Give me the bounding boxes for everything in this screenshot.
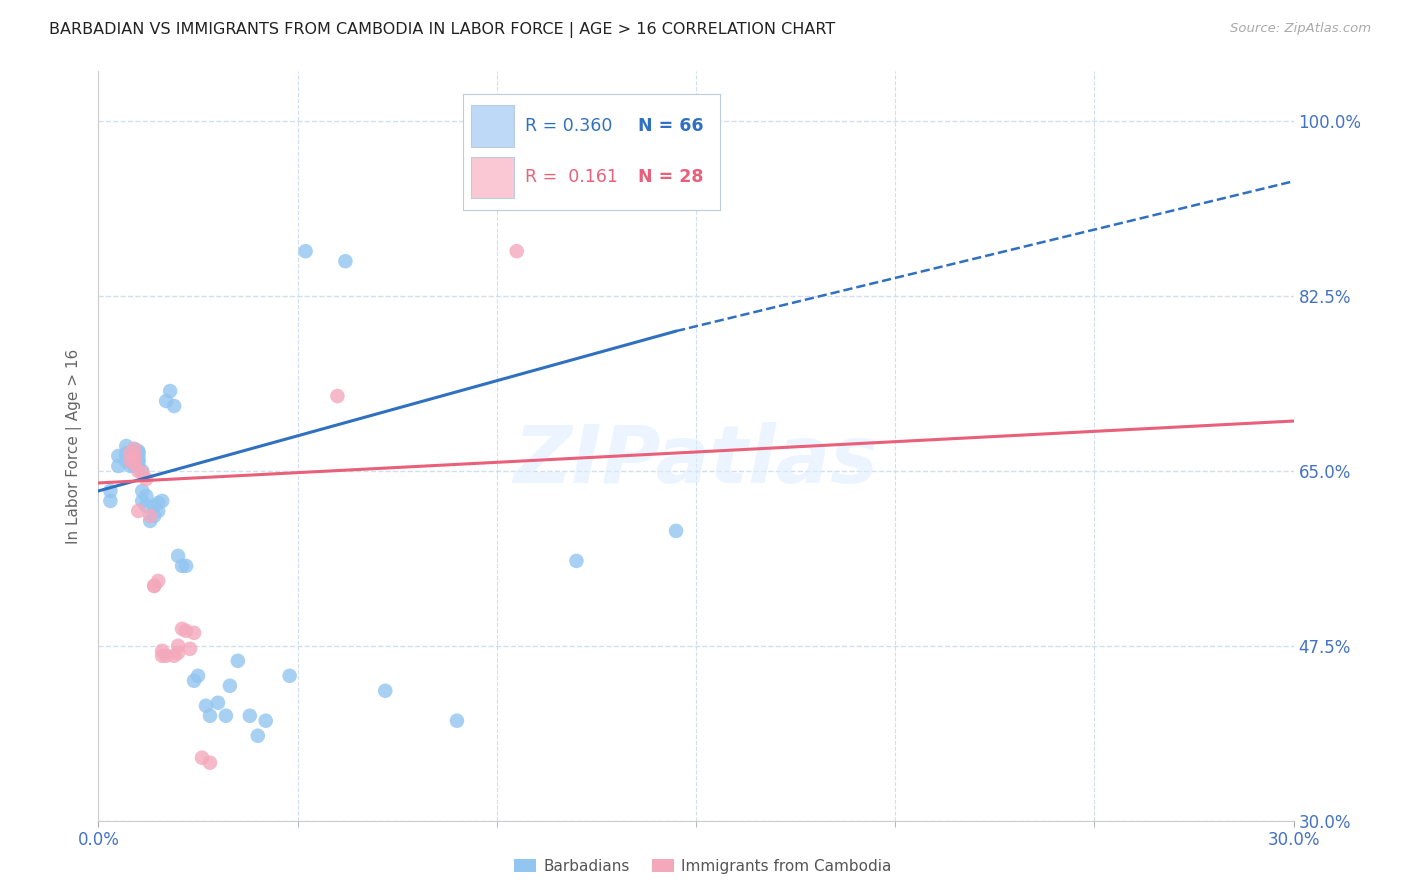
Point (107, 449, 129, 463)
Point (246, 729, 269, 743)
Point (124, 449, 146, 463)
Point (148, 574, 170, 588)
Point (124, 442, 146, 456)
Point (127, 458, 149, 473)
Point (163, 648, 186, 663)
Point (120, 454, 142, 468)
Point (120, 449, 142, 463)
Point (159, 384, 181, 398)
Point (127, 456, 149, 470)
Point (120, 452, 142, 467)
Legend: Barbadians, Immigrants from Cambodia: Barbadians, Immigrants from Cambodia (508, 853, 898, 880)
Point (195, 698, 218, 713)
Point (127, 449, 149, 463)
Point (131, 494, 153, 508)
Point (127, 454, 149, 468)
Point (174, 558, 197, 573)
Point (374, 683, 396, 698)
Point (131, 483, 153, 498)
Point (124, 456, 146, 470)
Point (143, 499, 166, 513)
Point (98, 483, 122, 498)
Point (148, 496, 170, 510)
Point (172, 558, 194, 573)
Point (326, 389, 349, 403)
Point (174, 624, 197, 638)
Point (207, 696, 229, 710)
Point (167, 549, 190, 563)
Point (335, 254, 357, 268)
Point (143, 508, 166, 523)
Point (150, 644, 173, 658)
Point (127, 446, 149, 460)
Point (124, 442, 146, 456)
Point (120, 446, 142, 460)
Point (115, 449, 138, 463)
Point (148, 504, 170, 518)
Point (124, 446, 146, 460)
Point (124, 446, 146, 460)
Point (506, 244, 529, 259)
Point (131, 464, 153, 478)
Point (124, 449, 146, 463)
Point (239, 708, 262, 723)
Point (198, 708, 221, 723)
Point (135, 499, 157, 513)
Point (115, 446, 138, 460)
Point (115, 439, 138, 453)
Point (565, 554, 588, 568)
Point (143, 579, 166, 593)
Text: ZIPatlas: ZIPatlas (513, 422, 879, 500)
Point (135, 472, 157, 486)
Point (179, 641, 201, 656)
Point (127, 454, 149, 468)
Point (98, 494, 122, 508)
Point (150, 494, 173, 508)
Point (143, 579, 166, 593)
Point (219, 679, 242, 693)
Point (191, 750, 214, 764)
Point (127, 452, 149, 467)
Point (131, 466, 153, 480)
Point (294, 244, 316, 259)
Point (139, 508, 162, 523)
Point (124, 454, 146, 468)
Point (485, 114, 508, 128)
Point (665, 524, 688, 538)
Point (167, 639, 190, 653)
Point (163, 399, 186, 413)
Point (139, 514, 162, 528)
Y-axis label: In Labor Force | Age > 16: In Labor Force | Age > 16 (66, 349, 83, 543)
Point (183, 673, 205, 688)
Point (120, 458, 142, 473)
Point (127, 446, 149, 460)
Point (187, 669, 209, 683)
Point (150, 648, 173, 663)
Point (254, 714, 277, 728)
Point (183, 625, 205, 640)
Point (135, 489, 157, 503)
Point (167, 646, 190, 660)
Point (155, 648, 177, 663)
Text: Source: ZipAtlas.com: Source: ZipAtlas.com (1230, 22, 1371, 36)
Point (172, 622, 194, 636)
Point (127, 444, 149, 458)
Point (215, 708, 238, 723)
Point (124, 449, 146, 463)
Point (120, 446, 142, 460)
Point (127, 504, 149, 518)
Text: BARBADIAN VS IMMIGRANTS FROM CAMBODIA IN LABOR FORCE | AGE > 16 CORRELATION CHAR: BARBADIAN VS IMMIGRANTS FROM CAMBODIA IN… (49, 22, 835, 38)
Point (120, 454, 142, 468)
Point (155, 394, 177, 409)
Point (198, 756, 221, 770)
Point (107, 458, 129, 473)
Point (124, 454, 146, 468)
Point (127, 464, 149, 478)
Point (226, 654, 249, 668)
Point (115, 454, 138, 468)
Point (124, 452, 146, 467)
Point (278, 669, 301, 683)
Point (124, 458, 146, 473)
Point (446, 714, 468, 728)
